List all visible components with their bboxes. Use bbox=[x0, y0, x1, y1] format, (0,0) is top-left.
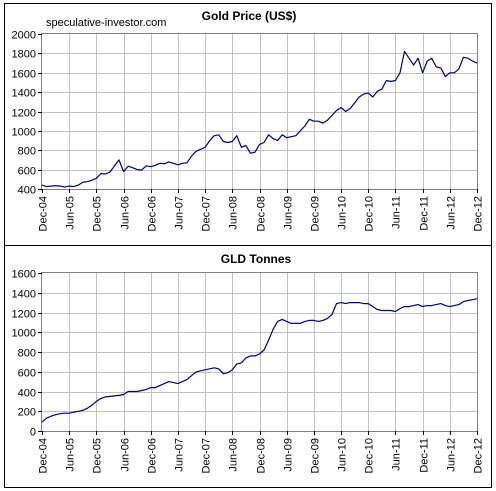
y-tick-label: 800 bbox=[18, 146, 36, 158]
x-axis-gold: Dec-04 Jun-05 Dec-05 Jun-06 Dec-06 Jun-07 Dec-… bbox=[38, 189, 485, 231]
series-line-gold-price bbox=[41, 50, 478, 188]
y-tick-label: 1800 bbox=[12, 49, 36, 61]
x-axis-gld: Dec-04 Jun-05 Dec-05 Jun-06 Dec-06 Jun-07 Dec-… bbox=[38, 431, 485, 473]
x-tick-label: Jun-09 bbox=[283, 438, 295, 472]
y-tick-label: 200 bbox=[18, 407, 36, 419]
plot-area-gold bbox=[41, 33, 478, 190]
x-tick-label: Jun-05 bbox=[65, 196, 77, 230]
y-tick-label: 400 bbox=[18, 388, 36, 400]
x-tick-label: Jun-07 bbox=[174, 196, 186, 230]
y-axis-gld: 0 200 400 600 800 1000 1200 1400 1600 bbox=[12, 269, 42, 439]
y-tick-label: 1600 bbox=[12, 69, 36, 81]
y-tick-label: 1600 bbox=[12, 269, 36, 281]
x-tick-label: Dec-07 bbox=[201, 438, 213, 473]
x-tick-label: Jun-06 bbox=[120, 196, 132, 230]
y-axis-gold: 400 600 800 1000 1200 1400 1600 1800 2000 bbox=[12, 30, 42, 197]
x-tick-label: Jun-08 bbox=[228, 196, 240, 230]
x-tick-label: Jun-11 bbox=[391, 196, 403, 229]
x-tick-label: Jun-06 bbox=[120, 438, 132, 472]
x-tick-label: Jun-05 bbox=[65, 438, 77, 472]
chart-title-gld: GLD Tonnes bbox=[221, 252, 292, 266]
x-tick-label: Jun-12 bbox=[446, 438, 458, 472]
x-tick-label: Dec-05 bbox=[92, 438, 104, 473]
x-tick-label: Jun-10 bbox=[337, 438, 349, 472]
watermark-text: speculative-investor.com bbox=[46, 17, 166, 29]
y-tick-label: 1000 bbox=[12, 328, 36, 340]
x-tick-label: Jun-07 bbox=[174, 438, 186, 472]
x-tick-label: Dec-10 bbox=[364, 438, 376, 473]
x-tick-label: Dec-08 bbox=[256, 438, 268, 473]
y-tick-label: 0 bbox=[30, 427, 36, 439]
y-tick-label: 2000 bbox=[12, 30, 36, 42]
x-tick-label: Dec-12 bbox=[473, 196, 485, 231]
x-tick-label: Dec-07 bbox=[201, 196, 213, 231]
x-tick-label: Dec-04 bbox=[38, 438, 50, 473]
x-tick-label: Jun-08 bbox=[228, 438, 240, 472]
y-tick-label: 1200 bbox=[12, 108, 36, 120]
x-tick-label: Dec-08 bbox=[256, 196, 268, 231]
x-tick-label: Jun-10 bbox=[337, 196, 349, 230]
gridlines-gld bbox=[42, 273, 477, 431]
y-tick-label: 1000 bbox=[12, 127, 36, 139]
x-tick-label: Jun-12 bbox=[446, 196, 458, 230]
x-tick-label: Dec-11 bbox=[419, 196, 431, 231]
chart-panel-gld: 0 200 400 600 800 1000 1200 1400 1600 Dec-04 Jun-… bbox=[4, 245, 492, 488]
series-line-gld-tonnes bbox=[41, 298, 478, 423]
x-tick-label: Dec-09 bbox=[310, 196, 322, 231]
y-tick-label: 600 bbox=[18, 368, 36, 380]
y-tick-label: 800 bbox=[18, 348, 36, 360]
y-tick-label: 600 bbox=[18, 166, 36, 178]
x-tick-label: Dec-09 bbox=[310, 438, 322, 473]
x-tick-label: Dec-10 bbox=[364, 196, 376, 231]
x-tick-label: Dec-06 bbox=[147, 438, 159, 473]
x-tick-label: Dec-05 bbox=[92, 196, 104, 231]
x-tick-label: Dec-06 bbox=[147, 196, 159, 231]
chart-title-gold: Gold Price (US$) bbox=[202, 9, 297, 23]
y-tick-label: 400 bbox=[18, 185, 36, 197]
chart-panel-gold: 400 600 800 1000 1200 1400 1600 1800 2000 Dec-04… bbox=[4, 3, 492, 246]
x-tick-label: Jun-11 bbox=[391, 438, 403, 471]
y-tick-label: 1400 bbox=[12, 289, 36, 301]
x-tick-label: Dec-11 bbox=[419, 438, 431, 473]
x-tick-label: Dec-04 bbox=[38, 196, 50, 231]
y-tick-label: 1200 bbox=[12, 309, 36, 321]
x-tick-label: Jun-09 bbox=[283, 196, 295, 230]
x-tick-label: Dec-12 bbox=[473, 438, 485, 473]
y-tick-label: 1400 bbox=[12, 88, 36, 100]
